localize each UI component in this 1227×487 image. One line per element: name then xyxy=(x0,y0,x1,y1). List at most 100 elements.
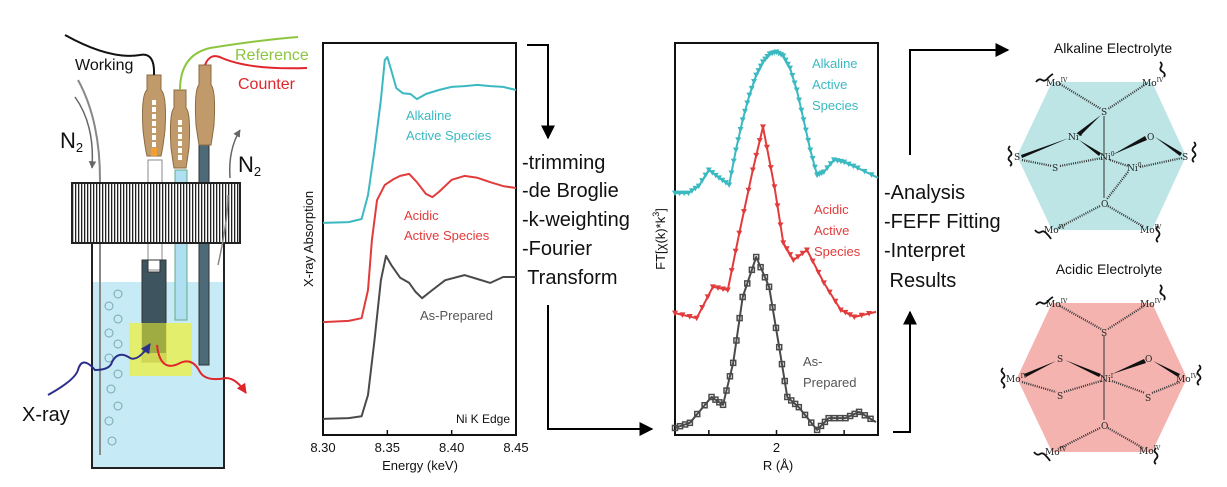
ft-marker xyxy=(759,124,766,130)
ft-label-as-prepared-2: Prepared xyxy=(803,375,856,390)
svg-text:O: O xyxy=(1145,355,1152,365)
squiggle-icons xyxy=(1007,61,1197,243)
ft-marker xyxy=(813,426,821,434)
ft-tick-label: 2 xyxy=(773,440,780,455)
step-interpret: -Interpret xyxy=(884,240,966,262)
ft-marker xyxy=(861,412,869,419)
xanes-tick-label: 8.40 xyxy=(439,440,464,455)
ft-marker xyxy=(851,314,858,321)
ft-marker xyxy=(815,269,822,276)
ft-marker xyxy=(715,175,722,181)
ft-label-acidic-1: Acidic xyxy=(814,202,849,217)
ft-marker xyxy=(861,168,868,175)
svg-text:Ni0: Ni0 xyxy=(1127,162,1142,174)
ft-marker xyxy=(701,402,708,409)
ft-marker xyxy=(805,137,812,144)
ft-marker xyxy=(807,147,814,154)
ft-marker xyxy=(722,180,729,186)
step-k-weighting: -k-weighting xyxy=(522,209,630,231)
step-transform: Transform xyxy=(522,267,618,289)
ft-marker xyxy=(795,254,802,260)
ft-y-axis-label: FT[χ(k)*k3] xyxy=(651,208,668,270)
ft-marker xyxy=(739,117,746,123)
alkaline-structure: Alkaline Electrolyte MoIV MoIV S Ni0 O xyxy=(1007,40,1197,243)
counter-clip xyxy=(194,64,216,146)
ft-marker xyxy=(846,312,853,318)
flow-arrow-to-ft xyxy=(547,305,654,436)
ft-marker xyxy=(796,97,803,104)
ft-marker xyxy=(765,283,773,291)
ft-marker xyxy=(855,408,863,416)
ft-marker xyxy=(771,184,778,190)
squiggle-icons xyxy=(1000,284,1202,465)
ft-marker xyxy=(676,190,683,197)
ft-marker xyxy=(736,230,743,237)
ft-marker xyxy=(867,415,874,423)
ft-marker xyxy=(729,359,737,367)
ft-marker xyxy=(732,147,739,154)
ft-marker xyxy=(672,310,678,317)
ft-marker xyxy=(755,68,762,74)
ft-marker xyxy=(841,159,848,166)
ft-marker xyxy=(866,311,873,317)
ft-marker xyxy=(762,56,769,63)
ft-marker xyxy=(781,377,788,385)
ft-marker xyxy=(693,315,700,322)
svg-text:MoIV: MoIV xyxy=(1045,446,1067,458)
ft-marker xyxy=(803,247,810,253)
ft-marker xyxy=(737,126,744,133)
svg-text:MoIV: MoIV xyxy=(1046,77,1068,89)
ft-marker xyxy=(832,298,839,305)
xanes-chart: 8.30 8.35 8.40 8.45 X-ray Absorption Energy… xyxy=(301,42,529,473)
ft-marker xyxy=(801,411,809,419)
svg-text:S: S xyxy=(1101,108,1107,118)
ft-marker xyxy=(826,289,833,296)
ft-marker xyxy=(780,53,787,59)
ft-marker xyxy=(714,285,721,291)
ft-marker xyxy=(759,59,766,65)
step-fourier: -Fourier xyxy=(522,238,592,260)
ft-marker xyxy=(809,156,816,162)
ft-marker xyxy=(769,304,776,311)
svg-text:O: O xyxy=(1101,200,1108,210)
svg-text:S: S xyxy=(1014,153,1020,163)
electrochemical-cell: Working Reference Counter N2 N2 X-ray xyxy=(22,34,309,469)
svg-text:MoIV: MoIV xyxy=(1140,224,1162,236)
svg-text:S: S xyxy=(1057,355,1063,365)
svg-text:MoIV: MoIV xyxy=(1140,298,1162,310)
alkaline-structure-title: Alkaline Electrolyte xyxy=(1054,40,1172,56)
step-de-broglie: -de Broglie xyxy=(522,180,619,202)
ft-marker xyxy=(790,257,797,264)
ft-marker xyxy=(709,284,716,290)
ft-marker xyxy=(842,309,849,316)
ft-marker xyxy=(757,263,764,271)
xanes-tick-label: 8.45 xyxy=(503,440,528,455)
ft-label-alkaline-3: Species xyxy=(812,98,859,113)
ft-marker xyxy=(787,65,794,72)
n2-inlet-tube xyxy=(77,79,101,455)
ft-marker xyxy=(756,138,763,144)
reference-wire xyxy=(179,36,299,91)
ft-marker xyxy=(686,314,693,320)
svg-text:O: O xyxy=(1101,422,1108,432)
ft-marker xyxy=(793,87,800,94)
ft-marker xyxy=(699,305,706,311)
xanes-series-line-1 xyxy=(322,172,517,324)
ft-marker xyxy=(745,187,752,194)
ft-marker xyxy=(732,248,739,255)
ft-marker xyxy=(753,72,760,79)
ft-marker xyxy=(740,209,747,215)
ft-marker xyxy=(681,190,688,197)
ft-marker xyxy=(692,185,699,192)
svg-text:MoIV: MoIV xyxy=(1046,298,1068,310)
ft-marker xyxy=(791,400,799,408)
ft-marker xyxy=(752,253,760,261)
xanes-y-axis-label: X-ray Absorption xyxy=(301,191,316,287)
ft-label-alkaline-1: Alkaline xyxy=(812,56,858,71)
ft-marker xyxy=(858,312,865,319)
ft-marker xyxy=(686,419,694,427)
ft-marker xyxy=(753,152,760,159)
xanes-x-axis-label: Energy (keV) xyxy=(382,458,458,473)
ft-marker xyxy=(780,240,787,246)
